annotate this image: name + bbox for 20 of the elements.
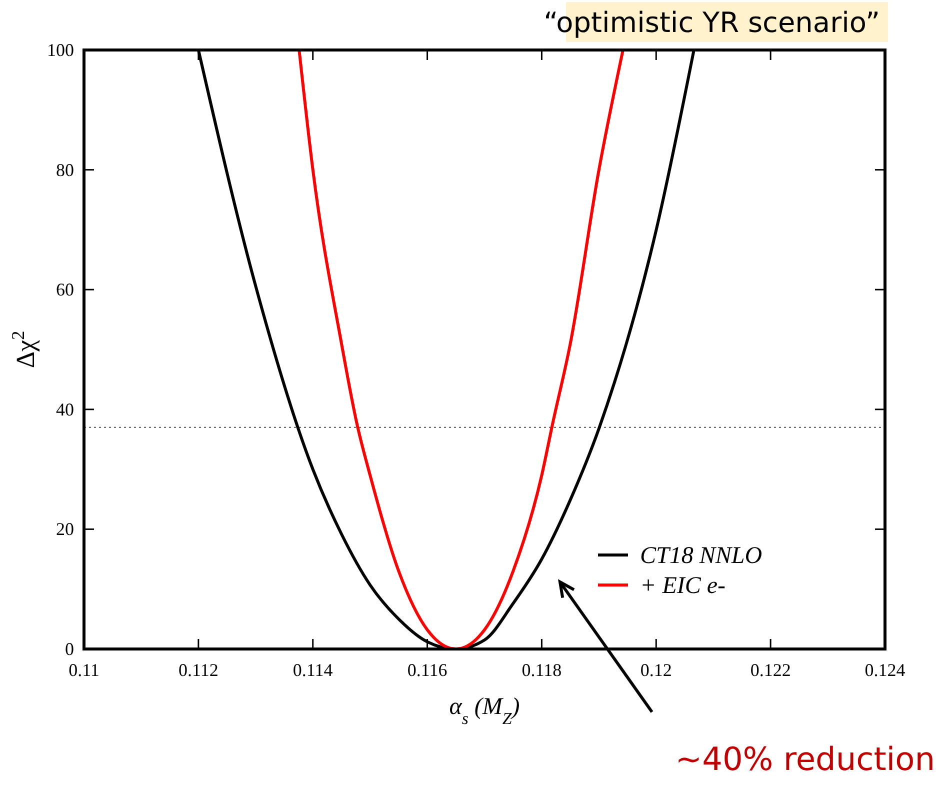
x-tick-label: 0.118	[522, 660, 562, 680]
x-tick-label: 0.12	[640, 660, 672, 680]
x-tick-label: 0.122	[750, 660, 791, 680]
y-tick-label: 20	[56, 519, 74, 540]
legend-label: + EIC e-	[640, 573, 726, 599]
line-series	[298, 48, 624, 650]
x-tick-label: 0.124	[864, 660, 906, 680]
y-tick-label: 40	[56, 399, 74, 420]
y-tick-label: 80	[56, 160, 74, 180]
x-tick-label: 0.114	[292, 660, 333, 680]
text: ~40% reduction	[675, 740, 935, 778]
y-tick-label: 0	[65, 639, 74, 659]
x-tick-label: 0.116	[407, 660, 448, 680]
x-tick-label: 0.112	[178, 660, 218, 680]
legend-label: CT18 NNLO	[640, 543, 762, 569]
x-axis-title: α$_{s}$ (M$_{Z}$)	[449, 694, 520, 728]
y-tick-label: 100	[47, 40, 74, 60]
chart-title: “optimistic YR scenario”	[544, 6, 880, 39]
x-tick-label: 0.11	[68, 660, 100, 680]
y-tick-label: 60	[56, 280, 74, 300]
